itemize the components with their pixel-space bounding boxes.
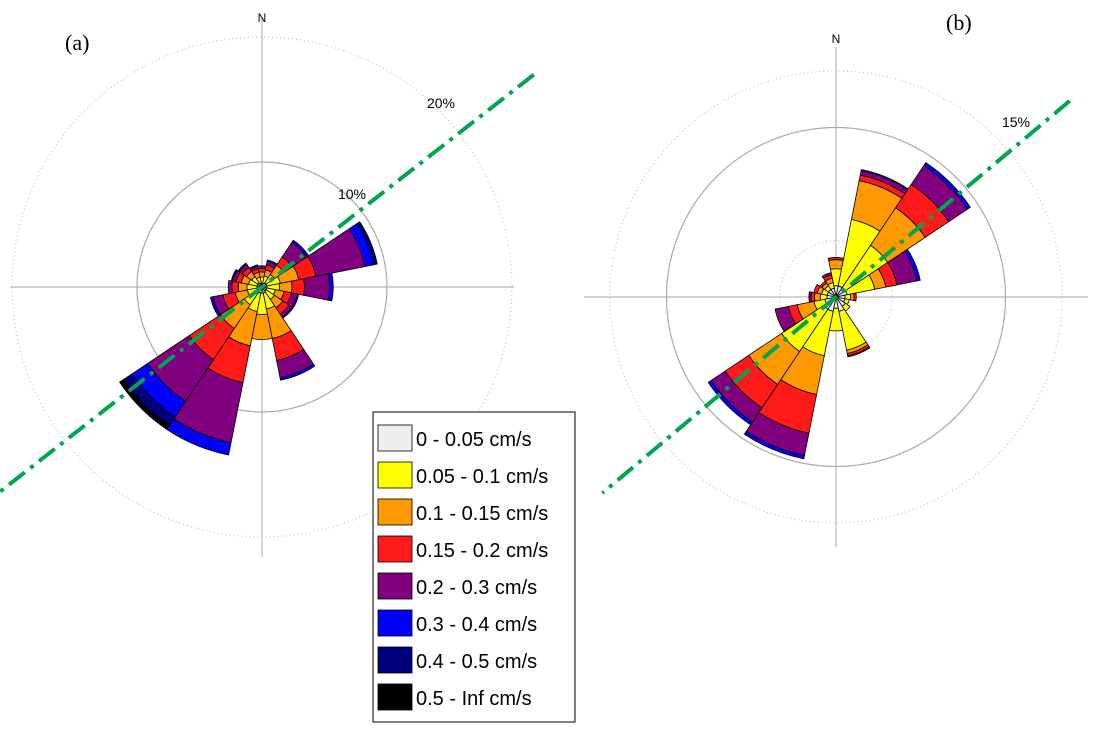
sector-segment bbox=[743, 430, 805, 460]
wind-rose-b: (b) N 15% bbox=[584, 10, 1088, 547]
legend-label: 0.4 - 0.5 cm/s bbox=[416, 651, 537, 673]
sector-segment bbox=[808, 291, 813, 303]
sector-segment bbox=[279, 363, 316, 381]
sector-segment bbox=[853, 292, 857, 302]
sector-segment bbox=[290, 278, 305, 296]
sector-segment bbox=[231, 280, 240, 294]
sector-segment bbox=[327, 272, 334, 302]
legend-label: 0.05 - 0.1 cm/s bbox=[416, 466, 548, 488]
sector-segment bbox=[904, 248, 921, 282]
ring-label-a-10: 10% bbox=[338, 186, 366, 202]
sector-segment bbox=[119, 378, 171, 430]
sector-segment bbox=[248, 264, 259, 270]
legend-label: 0.2 - 0.3 cm/s bbox=[416, 577, 537, 599]
sector-segment bbox=[237, 262, 248, 273]
sector-segment bbox=[707, 379, 754, 426]
legend-label: 0.3 - 0.4 cm/s bbox=[416, 614, 537, 636]
legend-swatch bbox=[377, 498, 413, 526]
legend-swatch bbox=[377, 461, 413, 489]
ring-label-a-20: 20% bbox=[427, 95, 455, 111]
legend-swatch bbox=[377, 424, 413, 452]
panel-label-a: (a) bbox=[65, 30, 89, 55]
sector-segment bbox=[923, 162, 971, 210]
rose-a-trend-line bbox=[0, 73, 536, 495]
sector-segment bbox=[257, 265, 267, 270]
rose-a-sectors bbox=[119, 221, 378, 456]
wind-rose-a: (a) N 10% 20% bbox=[0, 11, 536, 557]
sector-segment bbox=[210, 296, 221, 317]
legend: 0 - 0.05 cm/s 0.05 - 0.1 cm/s 0.1 - 0.15… bbox=[372, 411, 576, 723]
legend-label: 0.5 - Inf cm/s bbox=[416, 688, 532, 710]
sector-segment bbox=[827, 257, 845, 261]
legend-swatch bbox=[377, 609, 413, 637]
sector-segment bbox=[356, 221, 378, 266]
north-label-b: N bbox=[832, 32, 841, 46]
north-label-a: N bbox=[258, 11, 267, 25]
sector-segment bbox=[821, 272, 833, 279]
legend-swatch bbox=[377, 535, 413, 563]
sector-segment bbox=[227, 279, 234, 295]
sector-segment bbox=[230, 269, 238, 282]
legend-box bbox=[372, 411, 576, 723]
sector-segment bbox=[774, 306, 797, 333]
legend-label: 0.1 - 0.15 cm/s bbox=[416, 503, 548, 525]
trend-line bbox=[0, 73, 536, 495]
legend-swatch bbox=[377, 572, 413, 600]
sector-segment bbox=[257, 267, 267, 273]
sector-segment bbox=[303, 273, 330, 301]
rose-b-trend-line bbox=[601, 99, 1071, 495]
trend-line bbox=[601, 99, 1071, 495]
legend-rows: 0 - 0.05 cm/s 0.05 - 0.1 cm/s 0.1 - 0.15… bbox=[377, 424, 548, 711]
sector-segment bbox=[838, 308, 867, 351]
panel-label-b: (b) bbox=[946, 10, 972, 35]
sector-segment bbox=[847, 346, 871, 358]
legend-swatch bbox=[377, 646, 413, 674]
sector-segment bbox=[828, 259, 844, 270]
rose-b-sectors bbox=[707, 162, 971, 460]
legend-label: 0 - 0.05 cm/s bbox=[416, 429, 532, 451]
legend-swatch bbox=[377, 683, 413, 711]
ring-label-b-15: 15% bbox=[1002, 114, 1030, 130]
legend-label: 0.15 - 0.2 cm/s bbox=[416, 540, 548, 562]
